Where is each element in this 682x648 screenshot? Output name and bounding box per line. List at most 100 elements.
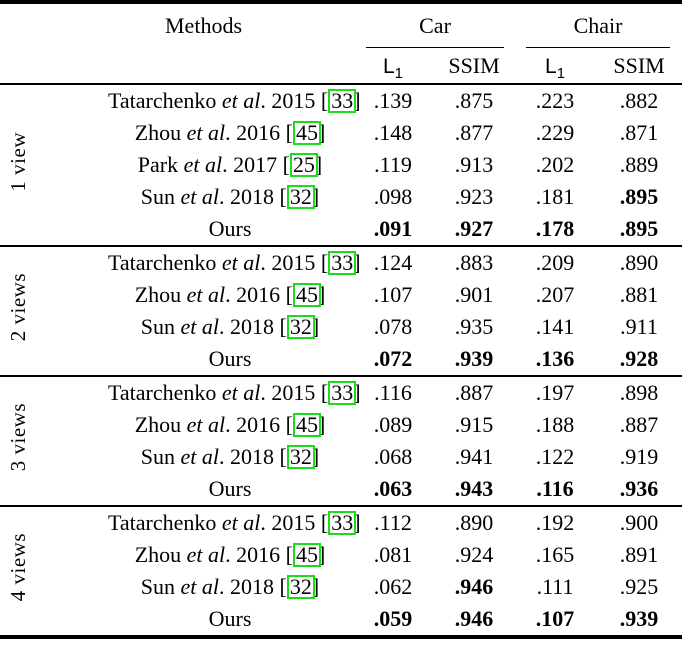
method-year: . 2016 (225, 120, 286, 145)
metric-value-cell: .941 (454, 444, 494, 469)
table-row: Park et al. 2017 [25] .119 .913 .202 .88… (0, 149, 682, 181)
l1-metric-label: L1 (545, 54, 565, 81)
metric-value-cell: .913 (454, 152, 494, 177)
table-bottom-rule (0, 635, 682, 639)
metric-value-cell: .946 (454, 606, 494, 631)
citation-link[interactable]: 25 (289, 153, 318, 177)
citation-link[interactable]: 33 (328, 511, 357, 535)
citation-link[interactable]: 33 (328, 89, 357, 113)
cite-close-bracket: ] (317, 412, 326, 437)
citation-link[interactable]: 32 (286, 315, 315, 339)
metric-value-cell: .116 (536, 476, 574, 501)
view-label-text: 4 views (6, 533, 30, 602)
table-row: Zhou et al. 2016 [45] .148 .877 .229 .87… (0, 117, 682, 149)
metric-value-cell: .943 (454, 476, 494, 501)
citation-link[interactable]: 32 (286, 445, 315, 469)
metric-value-cell: .209 (535, 250, 575, 275)
view-label-text: 3 views (6, 403, 30, 472)
section-2-views: 2 views Tatarchenko et al. 2015 [33] .12… (0, 246, 682, 376)
method-name: Sun (140, 574, 181, 599)
method-etal: et al (221, 88, 261, 113)
method-name: Zhou (134, 412, 187, 437)
method-cell: Tatarchenko et al. 2015 [33] (36, 84, 361, 117)
method-year: . 2016 (225, 542, 286, 567)
chair-group-label: Chair (573, 13, 623, 38)
l1-metric-label: L1 (383, 55, 403, 81)
metric-value-cell: .107 (373, 282, 413, 307)
method-cell: Ours (36, 603, 352, 635)
metric-value-cell: .062 (373, 574, 413, 599)
section-3-views: 3 views Tatarchenko et al. 2015 [33] .11… (0, 376, 682, 506)
section-1-view: 1 view Tatarchenko et al. 2015 [33] .139… (0, 84, 682, 246)
method-cell: Zhou et al. 2016 [45] (36, 279, 352, 311)
metric-value-cell: .197 (535, 380, 575, 405)
cite-open-bracket: [ (285, 412, 293, 437)
method-name: Sun (140, 184, 181, 209)
metric-value-cell: .124 (373, 250, 413, 275)
method-etal: et al (221, 250, 261, 275)
method-cell: Zhou et al. 2016 [45] (36, 117, 352, 149)
citation-link[interactable]: 45 (292, 121, 321, 145)
metric-value-cell: .939 (454, 346, 494, 371)
citation-link[interactable]: 32 (286, 575, 315, 599)
table-row: Sun et al. 2018 [32] .078 .935 .141 .911 (0, 311, 682, 343)
method-year: . 2016 (225, 282, 286, 307)
metric-value-cell: .946 (454, 574, 494, 599)
citation-link[interactable]: 32 (286, 185, 315, 209)
car-group-underline: Car (366, 13, 505, 48)
metric-value-cell: .882 (619, 88, 659, 113)
method-name: Tatarchenko (108, 380, 222, 405)
method-etal: et al (183, 152, 223, 177)
cite-close-bracket: ] (311, 184, 320, 209)
cite-open-bracket: [ (279, 574, 287, 599)
metric-value-cell: .924 (454, 542, 494, 567)
cite-close-bracket: ] (311, 574, 320, 599)
view-group-label: 1 view (0, 84, 36, 246)
metric-value-cell: .107 (535, 606, 575, 631)
method-etal: et al (186, 120, 226, 145)
table-row: Sun et al. 2018 [32] .068 .941 .122 .919 (0, 441, 682, 473)
method-cell: Tatarchenko et al. 2015 [33] (36, 246, 361, 279)
table-row: Ours .072 .939 .136 .928 (0, 343, 682, 376)
metric-value-cell: .202 (535, 152, 575, 177)
cite-close-bracket: ] (314, 152, 323, 177)
table-row: Zhou et al. 2016 [45] .089 .915 .188 .88… (0, 409, 682, 441)
results-table: Methods Car Chair L1 SSIM L1 SSIM 1 view… (0, 4, 682, 635)
group-header-car: Car (352, 4, 514, 48)
metric-value-cell: .136 (535, 346, 575, 371)
cite-open-bracket: [ (285, 542, 293, 567)
method-etal: et al (180, 314, 220, 339)
metric-value-cell: .883 (454, 250, 494, 275)
method-year: . 2018 (219, 184, 280, 209)
method-name: Park (137, 152, 184, 177)
method-name: Tatarchenko (108, 250, 222, 275)
metric-value-cell: .078 (373, 314, 413, 339)
section-4-views: 4 views Tatarchenko et al. 2015 [33] .11… (0, 506, 682, 635)
method-name: Sun (140, 314, 181, 339)
view-label-text: 1 view (6, 131, 30, 192)
metric-value-cell: .935 (454, 314, 494, 339)
car-group-label: Car (419, 13, 451, 38)
table-row: Ours .059 .946 .107 .939 (0, 603, 682, 635)
metric-value-cell: .072 (373, 346, 413, 371)
citation-link[interactable]: 45 (292, 543, 321, 567)
l1-base: L (545, 54, 557, 78)
citation-link[interactable]: 45 (292, 283, 321, 307)
metric-value-cell: .875 (454, 88, 494, 113)
citation-link[interactable]: 45 (292, 413, 321, 437)
method-year: . 2017 (222, 152, 283, 177)
metric-value-cell: .192 (535, 510, 575, 535)
metric-value-cell: .141 (535, 314, 575, 339)
method-etal: et al (221, 380, 261, 405)
table-row: 4 views Tatarchenko et al. 2015 [33] .11… (0, 506, 682, 602)
method-year: . 2015 (260, 380, 321, 405)
method-cell: Sun et al. 2018 [32] (36, 441, 352, 473)
citation-link[interactable]: 33 (328, 381, 357, 405)
table-row: 3 views Tatarchenko et al. 2015 [33] .11… (0, 376, 682, 472)
cite-open-bracket: [ (279, 444, 287, 469)
l1-subscript: 1 (556, 64, 566, 82)
metric-value-cell: .891 (619, 542, 659, 567)
citation-link[interactable]: 33 (328, 251, 357, 275)
metric-value-cell: .223 (535, 88, 575, 113)
